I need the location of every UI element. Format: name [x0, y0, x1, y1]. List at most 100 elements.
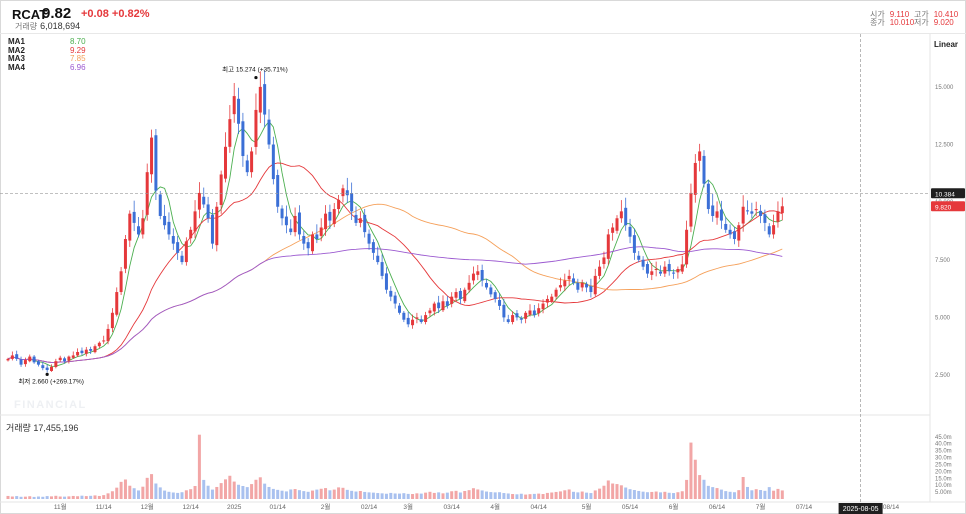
- crosshair-price-tag: [931, 188, 965, 199]
- volume-bar: [689, 442, 693, 499]
- scale-mode-toggle[interactable]: Linear: [934, 40, 959, 49]
- volume-bar: [498, 492, 502, 499]
- volume-bar: [167, 491, 171, 499]
- crosshair-date-text: 2025-08-05: [843, 506, 879, 513]
- candle-body: [428, 310, 432, 314]
- volume-bar: [728, 491, 732, 499]
- volume-bar: [50, 496, 53, 499]
- volume-bar: [476, 489, 480, 499]
- ohlc-high: 고가 10.410: [914, 10, 959, 19]
- volume-bar: [241, 486, 245, 499]
- time-axis-label: 2025: [227, 504, 242, 511]
- candle-body: [537, 308, 541, 314]
- ma-legend-item[interactable]: MA1 8.70: [8, 37, 86, 46]
- volume-bar: [210, 489, 214, 499]
- volume-bar: [337, 487, 341, 499]
- candle-body: [10, 355, 14, 359]
- candle-body: [110, 312, 114, 329]
- ma-legend-item[interactable]: MA4 6.96: [8, 62, 86, 72]
- candle-body: [454, 292, 458, 298]
- time-axis-label: 11월: [54, 502, 67, 511]
- candle-body: [202, 196, 206, 205]
- ma-legend-item[interactable]: MA2 9.29: [8, 45, 86, 55]
- volume-bar: [663, 491, 667, 499]
- volume-axis-label: 10.0m: [935, 483, 952, 489]
- volume-bar: [163, 490, 167, 499]
- last-price-text: 9.820: [935, 204, 952, 211]
- time-axis-label: 04/14: [531, 504, 548, 511]
- volume-bar: [759, 490, 763, 499]
- volume-bar: [406, 493, 410, 499]
- candle-body: [519, 318, 523, 320]
- time-axis-label: 05/14: [622, 504, 639, 511]
- volume-bar: [280, 490, 284, 499]
- candle-body: [689, 192, 693, 227]
- ma-legend-item[interactable]: MA3 7.85: [8, 54, 86, 64]
- volume-bar: [519, 493, 523, 499]
- volume-bar: [71, 495, 75, 499]
- volume-bar: [324, 488, 328, 499]
- volume-bar: [641, 491, 645, 499]
- candle-body: [558, 285, 562, 288]
- symbol-label[interactable]: RCAT: [12, 7, 48, 22]
- volume-bar: [502, 493, 506, 499]
- volume-bar: [389, 492, 393, 499]
- candle-body: [393, 295, 397, 304]
- volume-bar: [493, 492, 497, 499]
- candle-body: [189, 229, 193, 239]
- candle-body: [645, 264, 649, 274]
- candle-body: [585, 284, 589, 288]
- candle-body: [467, 282, 471, 290]
- candle-body: [450, 296, 454, 304]
- volume-bar: [319, 488, 323, 499]
- candle-body: [315, 234, 319, 240]
- time-axis-label: 12/14: [183, 504, 200, 511]
- volume-bar: [350, 490, 354, 499]
- volume-bar: [650, 491, 654, 499]
- axes: 15.00012.50010.0007.5005.0002.50045.0m40…: [54, 85, 954, 511]
- volume-bar: [632, 490, 636, 499]
- volume-bar: [693, 459, 697, 499]
- volume-bar: [150, 474, 154, 499]
- candle-body: [767, 226, 771, 235]
- volume-bar: [445, 492, 449, 499]
- volume-bar: [772, 490, 776, 499]
- candle-body: [84, 349, 88, 354]
- volume-bar: [180, 492, 184, 499]
- candle-body: [706, 183, 710, 210]
- candle-body: [367, 233, 371, 244]
- candle-body: [763, 214, 767, 223]
- volume-bar: [719, 489, 723, 499]
- volume-bar: [284, 491, 288, 499]
- candle-body: [15, 354, 19, 359]
- volume-bar: [619, 485, 623, 499]
- candle-body: [750, 211, 754, 214]
- volume-bar: [398, 493, 401, 499]
- time-axis-label: 3월: [403, 502, 413, 511]
- candle-body: [167, 221, 171, 235]
- volume-bar: [145, 477, 149, 499]
- volume-bar: [154, 483, 158, 499]
- volume-bar: [311, 490, 314, 499]
- volume-bar: [137, 490, 140, 499]
- candle-body: [232, 96, 236, 115]
- time-axis-label: 7월: [756, 502, 766, 511]
- candle-body: [563, 280, 567, 287]
- low-annotation: 최저 2.660 (+269.17%): [18, 376, 84, 385]
- volume-bar: [206, 485, 210, 499]
- time-axis-label: 5월: [582, 502, 592, 511]
- volume-bar: [97, 495, 101, 499]
- volume-bar: [345, 489, 349, 499]
- candle-body: [276, 175, 280, 207]
- volume-bar: [19, 496, 23, 499]
- ma-legend: MA1 8.70 MA2 9.29 MA3 7.85 MA4 6.96: [8, 37, 98, 72]
- ma-line-ma2: [7, 162, 783, 363]
- price-axis-label: 12.500: [935, 143, 954, 149]
- candle-body: [398, 305, 401, 313]
- ma3-value: 7.85: [70, 54, 86, 64]
- candle-body: [602, 257, 606, 265]
- candle-body: [746, 210, 749, 212]
- volume-bar: [554, 491, 558, 499]
- volume-bar: [184, 490, 188, 499]
